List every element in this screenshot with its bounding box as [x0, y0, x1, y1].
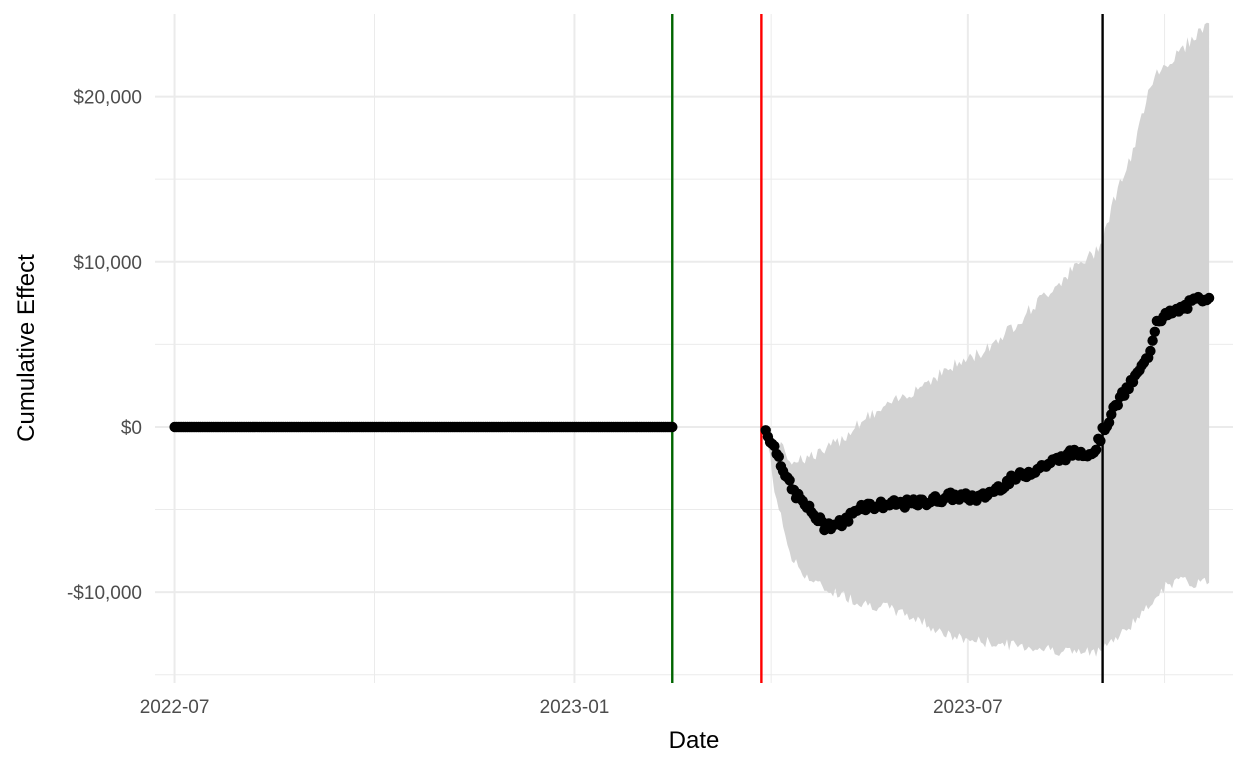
- x-axis-title: Date: [669, 727, 720, 754]
- x-axis-ticks: 2022-07 2023-01 2023-07: [140, 697, 1003, 718]
- y-tick-label: $0: [121, 418, 142, 439]
- period-markers: [671, 14, 1104, 683]
- effect-point: [769, 440, 780, 452]
- y-axis-title: Cumulative Effect: [13, 254, 40, 442]
- y-tick-label: $20,000: [73, 88, 142, 109]
- confidence-band-area: [765, 22, 1210, 657]
- effect-point: [1182, 303, 1193, 314]
- effect-point: [1112, 400, 1124, 411]
- effect-point: [1147, 335, 1158, 346]
- x-tick-label: 2022-07: [140, 697, 210, 718]
- x-tick-label: 2023-01: [540, 697, 610, 718]
- effect-point: [1090, 444, 1102, 455]
- effect-point: [784, 475, 795, 486]
- y-tick-label: -$10,000: [67, 583, 142, 604]
- effect-point: [1149, 326, 1161, 337]
- effect-point: [1203, 292, 1215, 304]
- effect-point: [843, 516, 854, 527]
- effect-point: [773, 451, 784, 462]
- y-axis-ticks: -$10,000 $0 $10,000 $20,000: [67, 88, 142, 605]
- effect-point: [1103, 417, 1115, 428]
- effect-points: [169, 291, 1215, 536]
- effect-point: [1145, 345, 1156, 357]
- x-tick-label: 2023-07: [933, 697, 1003, 718]
- y-tick-label: $10,000: [73, 253, 142, 274]
- effect-point: [667, 421, 678, 433]
- confidence-band: [765, 22, 1210, 657]
- effect-point: [1095, 435, 1106, 447]
